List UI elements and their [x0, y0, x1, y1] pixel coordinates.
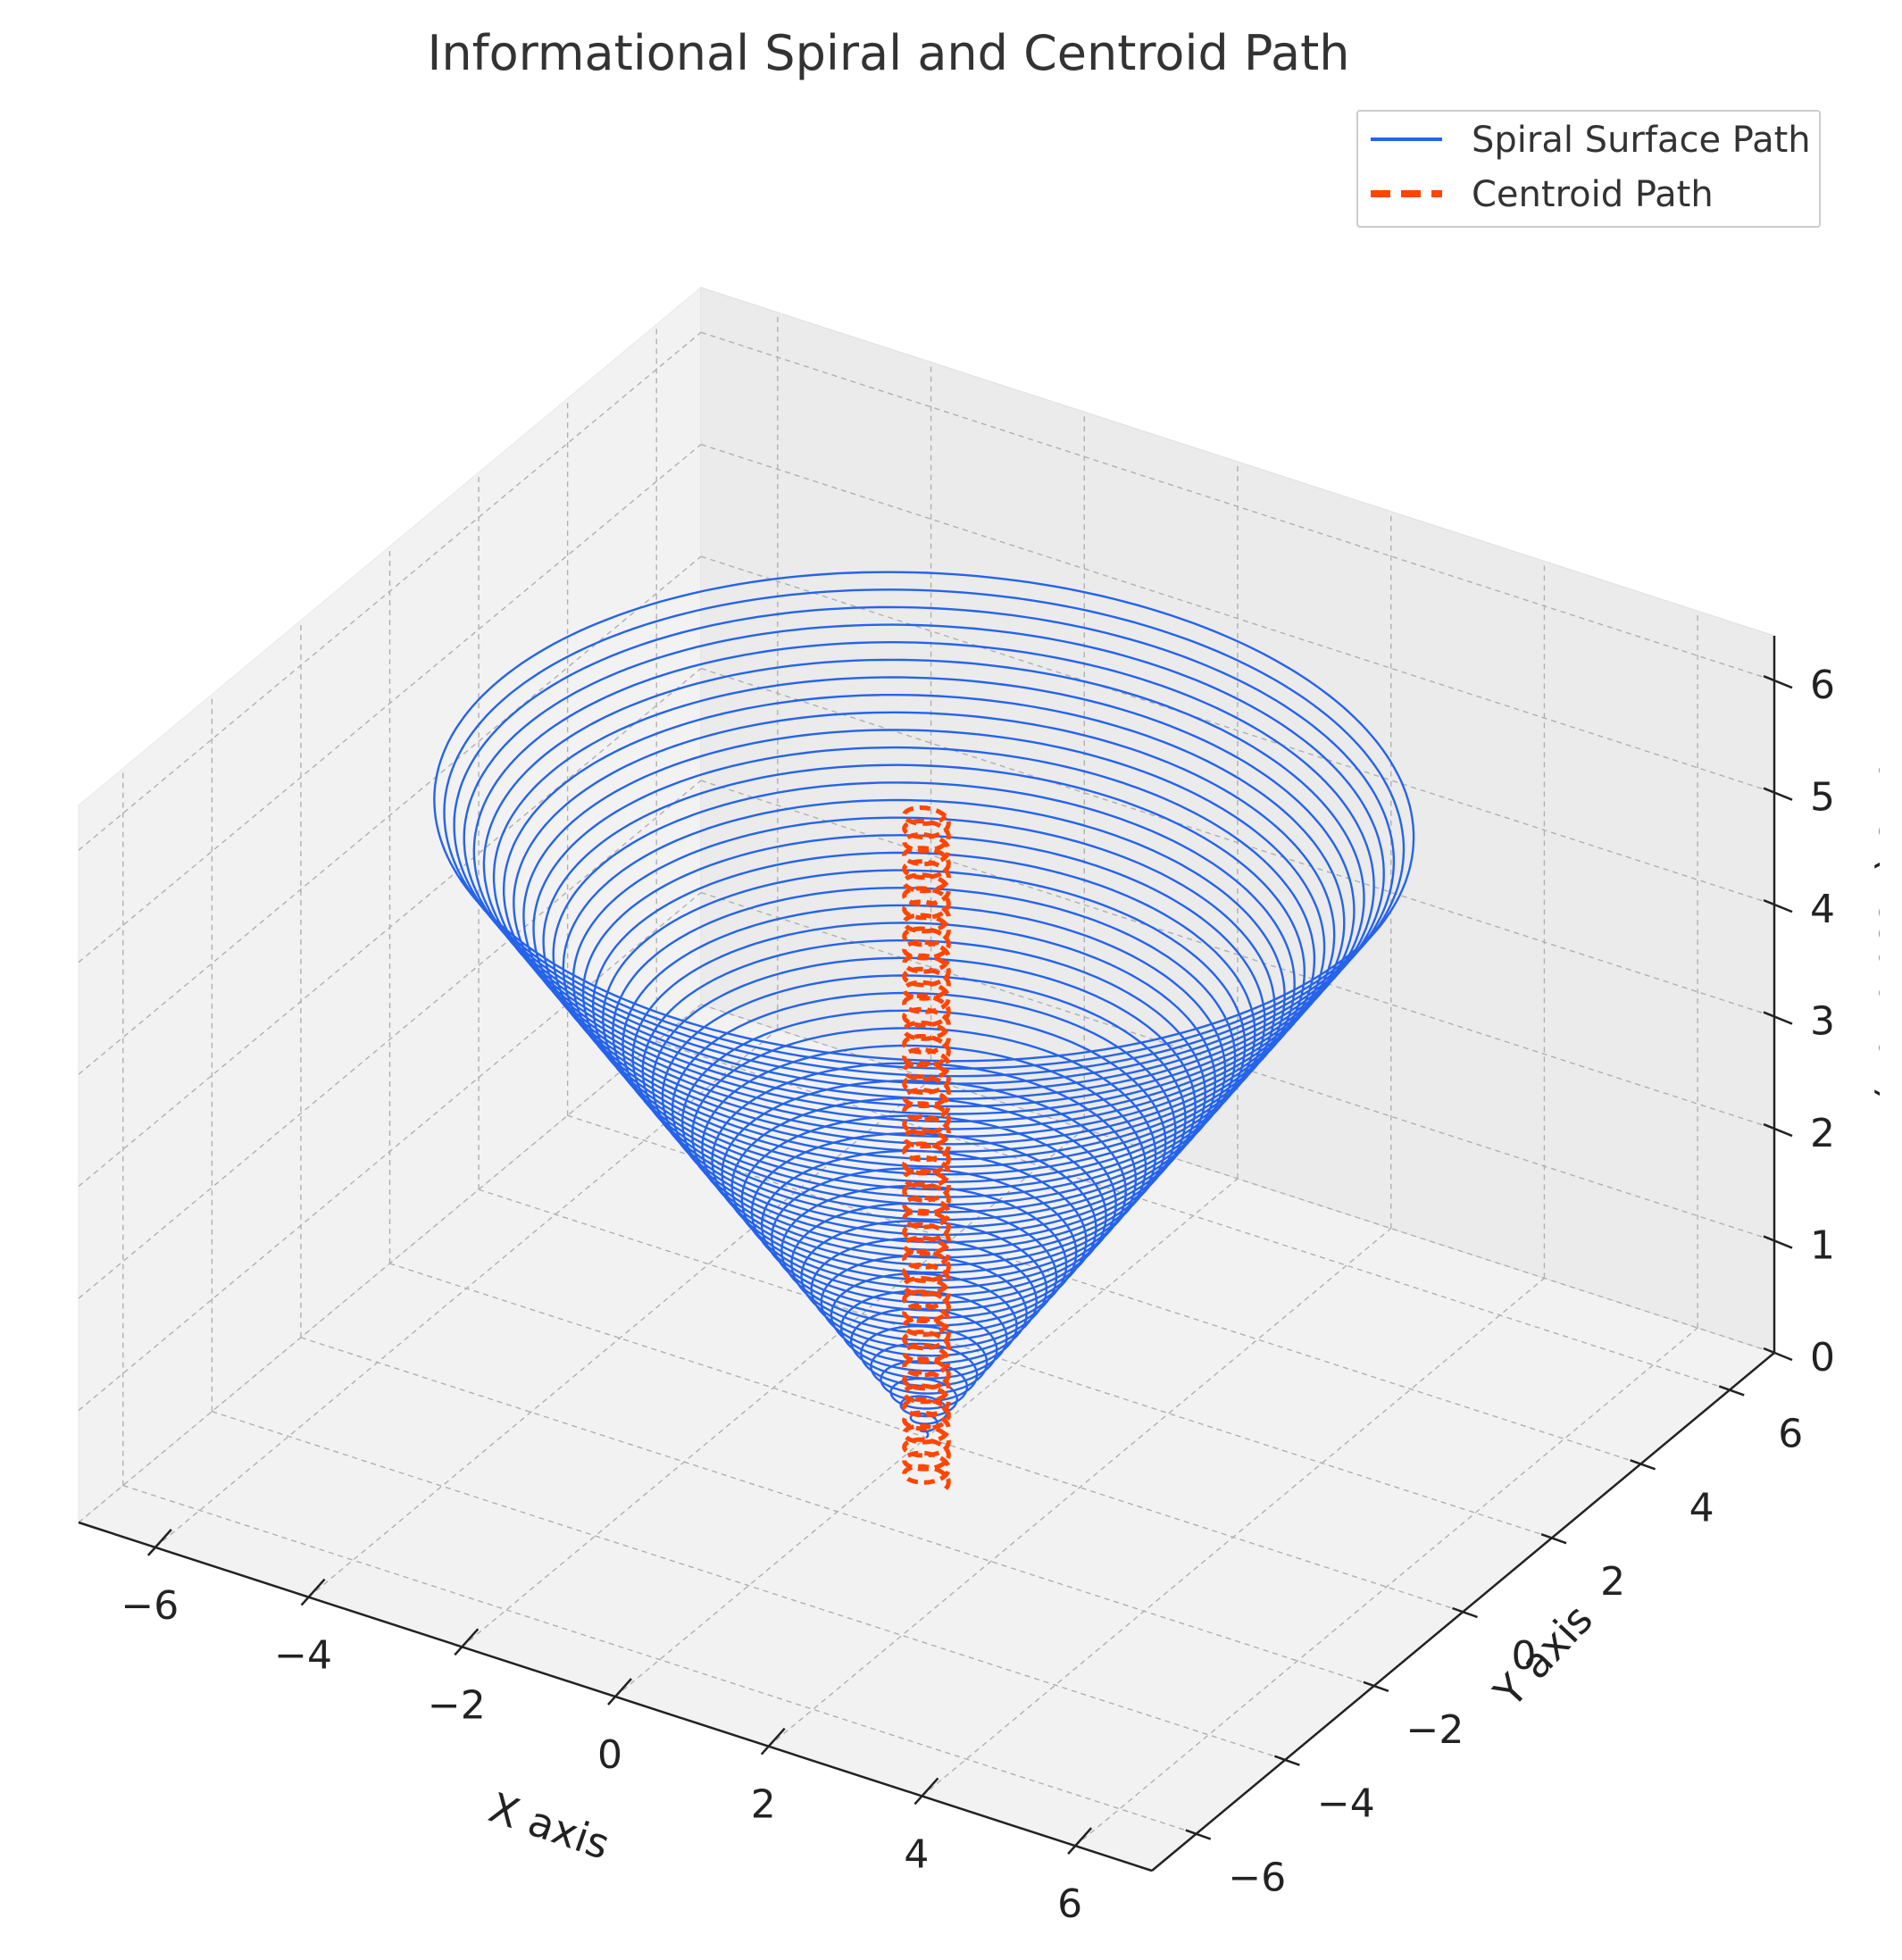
- legend-label-centroid: Centroid Path: [1472, 174, 1714, 215]
- grid-left-z: [78, 444, 702, 963]
- grid-floor-y: [300, 1337, 1375, 1687]
- z-axis-label: Z axis (Resolution): [1870, 719, 1902, 1102]
- legend-box: [1356, 110, 1821, 228]
- z-tick-label: 6: [1810, 663, 1835, 708]
- z-tick-mark: [1763, 1347, 1793, 1362]
- y-tick-mark: [1273, 1755, 1300, 1766]
- y-tick-label: 4: [1689, 1485, 1714, 1530]
- y-tick-label: 2: [1600, 1559, 1625, 1605]
- x-tick-label: 4: [904, 1831, 929, 1877]
- z-tick-mark: [1763, 1011, 1793, 1025]
- grid-floor-x: [308, 1079, 932, 1598]
- grid-back-z: [700, 443, 1775, 794]
- grid-left-z: [78, 1004, 702, 1523]
- y-axis-label: Y axis: [1484, 1595, 1602, 1716]
- z-tick-label: 2: [1810, 1111, 1835, 1156]
- x-tick-label: 6: [1057, 1881, 1082, 1927]
- x-tick-mark: [454, 1628, 480, 1656]
- y-tick-label: −6: [1228, 1856, 1286, 1901]
- y-tick-mark: [1540, 1532, 1567, 1545]
- x-tick-label: −4: [274, 1633, 332, 1679]
- legend: Spiral Surface Path Centroid Path: [1356, 110, 1821, 228]
- grid-back-z: [700, 891, 1775, 1242]
- x-axis-label: X axis: [483, 1783, 615, 1869]
- z-tick-label: 4: [1810, 887, 1835, 932]
- z-tick-label: 1: [1810, 1223, 1835, 1269]
- y-tick-mark: [1630, 1459, 1656, 1471]
- grid-back-z: [700, 555, 1775, 905]
- grid-left-z: [78, 891, 702, 1412]
- x-tick-mark: [300, 1578, 326, 1606]
- z-tick-mark: [1763, 1235, 1793, 1249]
- x-tick-label: −6: [121, 1583, 179, 1629]
- grid-back-z: [700, 667, 1775, 1018]
- x-tick-mark: [146, 1529, 172, 1556]
- z-tick-label: 5: [1810, 775, 1835, 821]
- x-tick-label: −2: [428, 1682, 486, 1728]
- y-tick-label: 6: [1778, 1411, 1803, 1456]
- y-tick-label: −2: [1406, 1707, 1464, 1753]
- z-axis-label-clip: Z axis (Resolution): [1870, 719, 1902, 1102]
- axis-lines: [78, 636, 1793, 1872]
- x-tick-mark: [607, 1678, 632, 1706]
- grid-left-z: [78, 780, 702, 1299]
- z-tick-mark: [1763, 787, 1793, 801]
- legend-label-spiral: Spiral Surface Path: [1472, 120, 1811, 161]
- y-tick-mark: [1452, 1606, 1478, 1619]
- x-tick-label: 0: [597, 1732, 622, 1778]
- x-tick-mark: [913, 1777, 939, 1806]
- grid-lines: [78, 312, 1775, 1847]
- data-series: [433, 571, 1415, 1490]
- grid-floor-y: [212, 1411, 1286, 1761]
- x-tick-mark: [1067, 1827, 1093, 1855]
- y-tick-mark: [1363, 1681, 1389, 1693]
- x-tick-mark: [760, 1727, 786, 1756]
- grid-floor-x: [1074, 1327, 1698, 1847]
- x-tick-label: 2: [751, 1782, 776, 1828]
- y-tick-label: 0: [1512, 1633, 1537, 1679]
- z-tick-mark: [1763, 1122, 1793, 1138]
- grid-left-z: [78, 668, 702, 1188]
- grid-floor-y: [122, 1484, 1197, 1835]
- spiral-surface-path: [433, 571, 1415, 1439]
- grid-left-z: [78, 331, 702, 851]
- grid-floor-y: [655, 1040, 1731, 1391]
- chart-title: Informational Spiral and Centroid Path: [427, 25, 1349, 81]
- z-tick-label: 0: [1810, 1335, 1835, 1380]
- grid-left-z: [78, 555, 702, 1075]
- grid-back-z: [700, 1004, 1775, 1354]
- y-tick-label: −4: [1317, 1781, 1375, 1827]
- centroid-path: [902, 805, 951, 1490]
- z-tick-label: 3: [1810, 999, 1835, 1045]
- grid-floor-x: [768, 1228, 1392, 1747]
- z-tick-mark: [1763, 898, 1793, 913]
- y-tick-mark: [1185, 1829, 1212, 1840]
- grid-back-z: [700, 331, 1775, 681]
- grid-floor-y: [478, 1189, 1553, 1539]
- grid-back-z: [700, 780, 1775, 1130]
- grid-floor-y: [567, 1114, 1641, 1464]
- y-tick-mark: [1718, 1385, 1745, 1397]
- z-tick-mark: [1763, 675, 1793, 689]
